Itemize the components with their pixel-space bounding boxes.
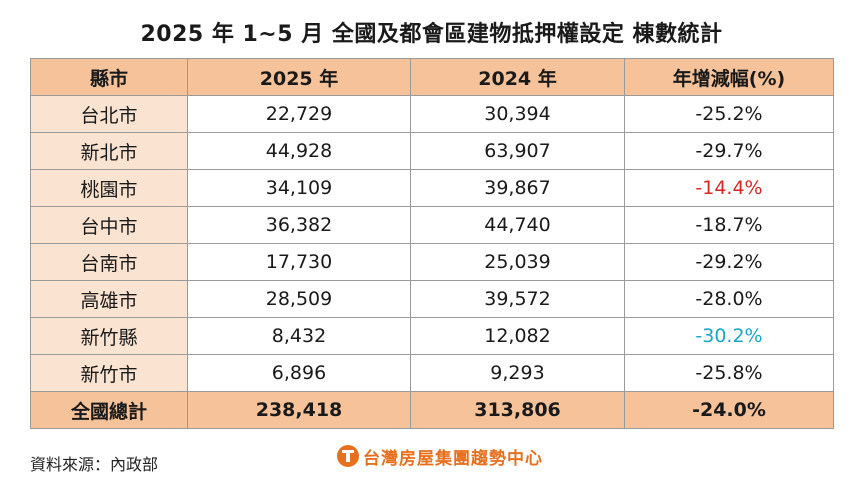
total-change: -24.0% (624, 391, 834, 429)
row-city: 台中市 (30, 206, 188, 244)
row-city: 新北市 (30, 132, 188, 170)
row-2024-value: 9,293 (410, 354, 625, 392)
table-row: 新竹市 6,896 9,293 -25.8% (30, 354, 834, 392)
row-city: 桃園市 (30, 169, 188, 207)
row-change-value: -18.7% (624, 206, 834, 244)
row-2024-value: 39,867 (410, 169, 625, 207)
page-title: 2025 年 1~5 月 全國及都會區建物抵押權設定 棟數統計 (140, 22, 723, 47)
row-2025-value: 34,109 (187, 169, 411, 207)
table-row: 台北市 22,729 30,394 -25.2% (30, 95, 834, 133)
row-2025-value: 8,432 (187, 317, 411, 355)
row-2025-value: 22,729 (187, 95, 411, 133)
row-2024-value: 12,082 (410, 317, 625, 355)
table-row: 台南市 17,730 25,039 -29.2% (30, 243, 834, 281)
row-change-value: -14.4% (624, 169, 834, 207)
row-2024-value: 30,394 (410, 95, 625, 133)
table-row: 台中市 36,382 44,740 -18.7% (30, 206, 834, 244)
row-change-value: -29.7% (624, 132, 834, 170)
brand-logo-text: 台灣房屋集團趨勢中心 (363, 448, 543, 469)
row-2025-value: 28,509 (187, 280, 411, 318)
row-2024-value: 25,039 (410, 243, 625, 281)
table-total-row: 全國總計 238,418 313,806 -24.0% (30, 391, 834, 429)
table-row: 新北市 44,928 63,907 -29.7% (30, 132, 834, 170)
row-city: 高雄市 (30, 280, 188, 318)
row-2024-value: 44,740 (410, 206, 625, 244)
total-label: 全國總計 (30, 391, 188, 429)
table-row: 桃園市 34,109 39,867 -14.4% (30, 169, 834, 207)
row-city: 新竹縣 (30, 317, 188, 355)
taiwan-realty-logo-icon (337, 445, 359, 467)
row-change-value: -25.2% (624, 95, 834, 133)
row-2025-value: 36,382 (187, 206, 411, 244)
table-header-row: 縣市 2025 年 2024 年 年增減幅(%) (30, 58, 834, 96)
table-row: 高雄市 28,509 39,572 -28.0% (30, 280, 834, 318)
table-row: 新竹縣 8,432 12,082 -30.2% (30, 317, 834, 355)
row-2024-value: 63,907 (410, 132, 625, 170)
row-change-value: -28.0% (624, 280, 834, 318)
header-2024: 2024 年 (410, 58, 625, 96)
row-2025-value: 17,730 (187, 243, 411, 281)
brand-logo: 台灣房屋集團趨勢中心 (337, 443, 543, 469)
header-2025: 2025 年 (187, 58, 411, 96)
row-city: 新竹市 (30, 354, 188, 392)
row-city: 台南市 (30, 243, 188, 281)
total-2025: 238,418 (187, 391, 411, 429)
row-city: 台北市 (30, 95, 188, 133)
row-change-value: -30.2% (624, 317, 834, 355)
row-2025-value: 6,896 (187, 354, 411, 392)
row-change-value: -25.8% (624, 354, 834, 392)
row-change-value: -29.2% (624, 243, 834, 281)
total-2024: 313,806 (410, 391, 625, 429)
header-city: 縣市 (30, 58, 188, 96)
header-change: 年增減幅(%) (624, 58, 834, 96)
row-2024-value: 39,572 (410, 280, 625, 318)
row-2025-value: 44,928 (187, 132, 411, 170)
mortgage-stats-table: 縣市 2025 年 2024 年 年增減幅(%) 台北市 22,729 30,394… (30, 58, 834, 429)
data-source: 資料來源：內政部 (30, 455, 159, 474)
